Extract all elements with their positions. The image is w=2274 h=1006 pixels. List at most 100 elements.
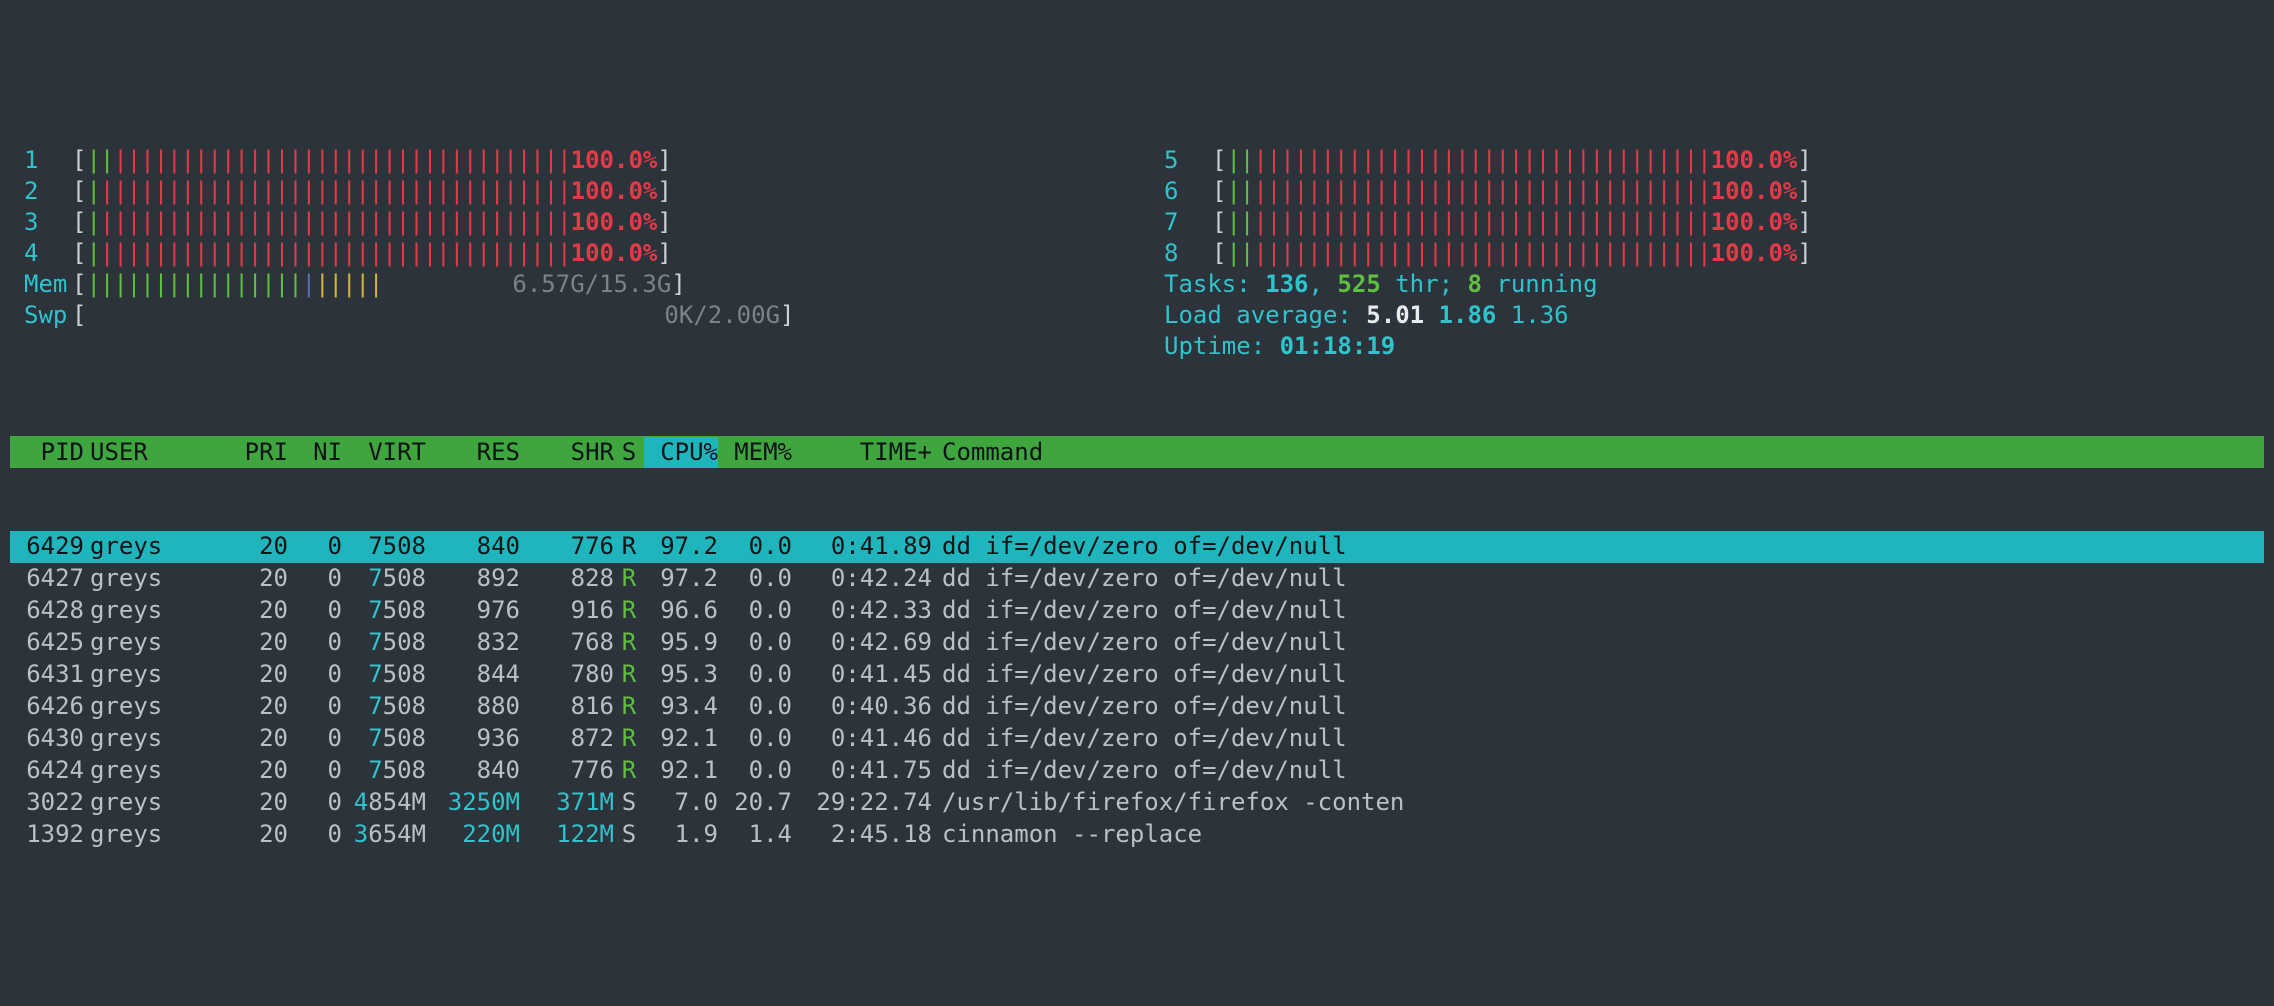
cell-shr: 872 — [520, 723, 614, 754]
cell-state: R — [614, 563, 644, 594]
process-row[interactable]: 6429greys2007508840776R97.20.00:41.89dd … — [10, 531, 2264, 563]
cpu-meter-label: 5 — [1164, 145, 1212, 176]
cell-res: 832 — [426, 627, 520, 658]
process-row[interactable]: 3022greys2004854M3250M371MS7.020.729:22.… — [10, 787, 2264, 819]
process-row[interactable]: 6426greys2007508880816R93.40.00:40.36dd … — [10, 691, 2264, 723]
cell-ni: 0 — [288, 563, 342, 594]
cell-command: dd if=/dev/zero of=/dev/null — [932, 563, 2264, 594]
cell-cpu: 92.1 — [644, 755, 718, 786]
header-command[interactable]: Command — [932, 437, 2264, 468]
cpu-meter-7: 7[||||||||||||||||||||||||||||||||||||10… — [1164, 207, 2264, 238]
cell-cpu: 7.0 — [644, 787, 718, 818]
process-row[interactable]: 1392greys2003654M220M122MS1.91.42:45.18c… — [10, 819, 2264, 851]
cell-shr: 122M — [520, 819, 614, 850]
cell-res: 880 — [426, 691, 520, 722]
cell-command: /usr/lib/firefox/firefox -conten — [932, 787, 2264, 818]
cell-mem: 0.0 — [718, 627, 792, 658]
cell-res: 840 — [426, 755, 520, 786]
cell-mem: 0.0 — [718, 659, 792, 690]
cell-res: 976 — [426, 595, 520, 626]
cell-time: 0:42.69 — [792, 627, 932, 658]
header-state[interactable]: S — [614, 437, 644, 468]
header-ni[interactable]: NI — [288, 437, 342, 468]
cell-state: S — [614, 819, 644, 850]
cell-ni: 0 — [288, 691, 342, 722]
cpu-meter-3: 3[||||||||||||||||||||||||||||||||||||10… — [24, 207, 1124, 238]
cpu-meter-label: 4 — [24, 238, 72, 269]
cpu-meter-percent: 100.0% — [571, 176, 658, 207]
cell-state: S — [614, 787, 644, 818]
cell-virt: 7508 — [342, 659, 426, 690]
cell-pid: 6427 — [10, 563, 84, 594]
cell-shr: 916 — [520, 595, 614, 626]
header-time[interactable]: TIME+ — [792, 437, 932, 468]
process-table-header[interactable]: PID USER PRI NI VIRT RES SHR S CPU% MEM%… — [10, 436, 2264, 468]
cell-virt: 7508 — [342, 755, 426, 786]
cell-time: 2:45.18 — [792, 819, 932, 850]
cell-user: greys — [84, 787, 216, 818]
cell-cpu: 96.6 — [644, 595, 718, 626]
cpu-meter-label: 8 — [1164, 238, 1212, 269]
cell-virt: 7508 — [342, 627, 426, 658]
process-row[interactable]: 6431greys2007508844780R95.30.00:41.45dd … — [10, 659, 2264, 691]
process-row[interactable]: 6424greys2007508840776R92.10.00:41.75dd … — [10, 755, 2264, 787]
cell-ni: 0 — [288, 595, 342, 626]
cpu-meter-percent: 100.0% — [1711, 238, 1798, 269]
cpu-meter-2: 2[||||||||||||||||||||||||||||||||||||10… — [24, 176, 1124, 207]
process-list[interactable]: 6429greys2007508840776R97.20.00:41.89dd … — [10, 531, 2264, 851]
cell-state: R — [614, 723, 644, 754]
cell-mem: 0.0 — [718, 531, 792, 562]
cell-res: 892 — [426, 563, 520, 594]
header-pri[interactable]: PRI — [216, 437, 288, 468]
cell-pri: 20 — [216, 595, 288, 626]
cell-virt: 4854M — [342, 787, 426, 818]
header-res[interactable]: RES — [426, 437, 520, 468]
cell-user: greys — [84, 659, 216, 690]
cell-user: greys — [84, 531, 216, 562]
cell-cpu: 95.3 — [644, 659, 718, 690]
cell-ni: 0 — [288, 627, 342, 658]
swap-meter-label: Swp — [24, 300, 72, 331]
cell-res: 220M — [426, 819, 520, 850]
process-row[interactable]: 6427greys2007508892828R97.20.00:42.24dd … — [10, 563, 2264, 595]
cell-mem: 0.0 — [718, 563, 792, 594]
header-virt[interactable]: VIRT — [342, 437, 426, 468]
cell-time: 0:40.36 — [792, 691, 932, 722]
cell-shr: 768 — [520, 627, 614, 658]
process-row[interactable]: 6428greys2007508976916R96.60.00:42.33dd … — [10, 595, 2264, 627]
cell-shr: 780 — [520, 659, 614, 690]
cell-time: 0:41.89 — [792, 531, 932, 562]
cpu-meter-6: 6[||||||||||||||||||||||||||||||||||||10… — [1164, 176, 2264, 207]
memory-meter-text: 6.57G/15.3G — [512, 269, 671, 300]
cell-ni: 0 — [288, 819, 342, 850]
meters-right-column: 5[||||||||||||||||||||||||||||||||||||10… — [1164, 145, 2264, 362]
swap-meter-text: 0K/2.00G — [664, 300, 780, 331]
header-cpu[interactable]: CPU% — [644, 437, 718, 468]
cell-pid: 6424 — [10, 755, 84, 786]
process-row[interactable]: 6430greys2007508936872R92.10.00:41.46dd … — [10, 723, 2264, 755]
header-pid[interactable]: PID — [10, 437, 84, 468]
cell-shr: 816 — [520, 691, 614, 722]
cell-command: dd if=/dev/zero of=/dev/null — [932, 627, 2264, 658]
cell-cpu: 92.1 — [644, 723, 718, 754]
meters-area: 1[||||||||||||||||||||||||||||||||||||10… — [10, 145, 2264, 362]
process-row[interactable]: 6425greys2007508832768R95.90.00:42.69dd … — [10, 627, 2264, 659]
cpu-meter-percent: 100.0% — [571, 145, 658, 176]
header-mem[interactable]: MEM% — [718, 437, 792, 468]
cpu-meter-label: 7 — [1164, 207, 1212, 238]
cpu-meter-1: 1[||||||||||||||||||||||||||||||||||||10… — [24, 145, 1124, 176]
header-shr[interactable]: SHR — [520, 437, 614, 468]
cell-ni: 0 — [288, 531, 342, 562]
cell-mem: 1.4 — [718, 819, 792, 850]
cell-cpu: 95.9 — [644, 627, 718, 658]
cpu-meter-percent: 100.0% — [1711, 207, 1798, 238]
cpu-meter-4: 4[||||||||||||||||||||||||||||||||||||10… — [24, 238, 1124, 269]
header-user[interactable]: USER — [84, 437, 216, 468]
cell-pri: 20 — [216, 627, 288, 658]
cell-command: dd if=/dev/zero of=/dev/null — [932, 595, 2264, 626]
tasks-line: Tasks: 136, 525 thr; 8 running — [1164, 269, 2264, 300]
cell-virt: 7508 — [342, 723, 426, 754]
cell-pid: 6426 — [10, 691, 84, 722]
cell-res: 3250M — [426, 787, 520, 818]
cell-shr: 776 — [520, 531, 614, 562]
